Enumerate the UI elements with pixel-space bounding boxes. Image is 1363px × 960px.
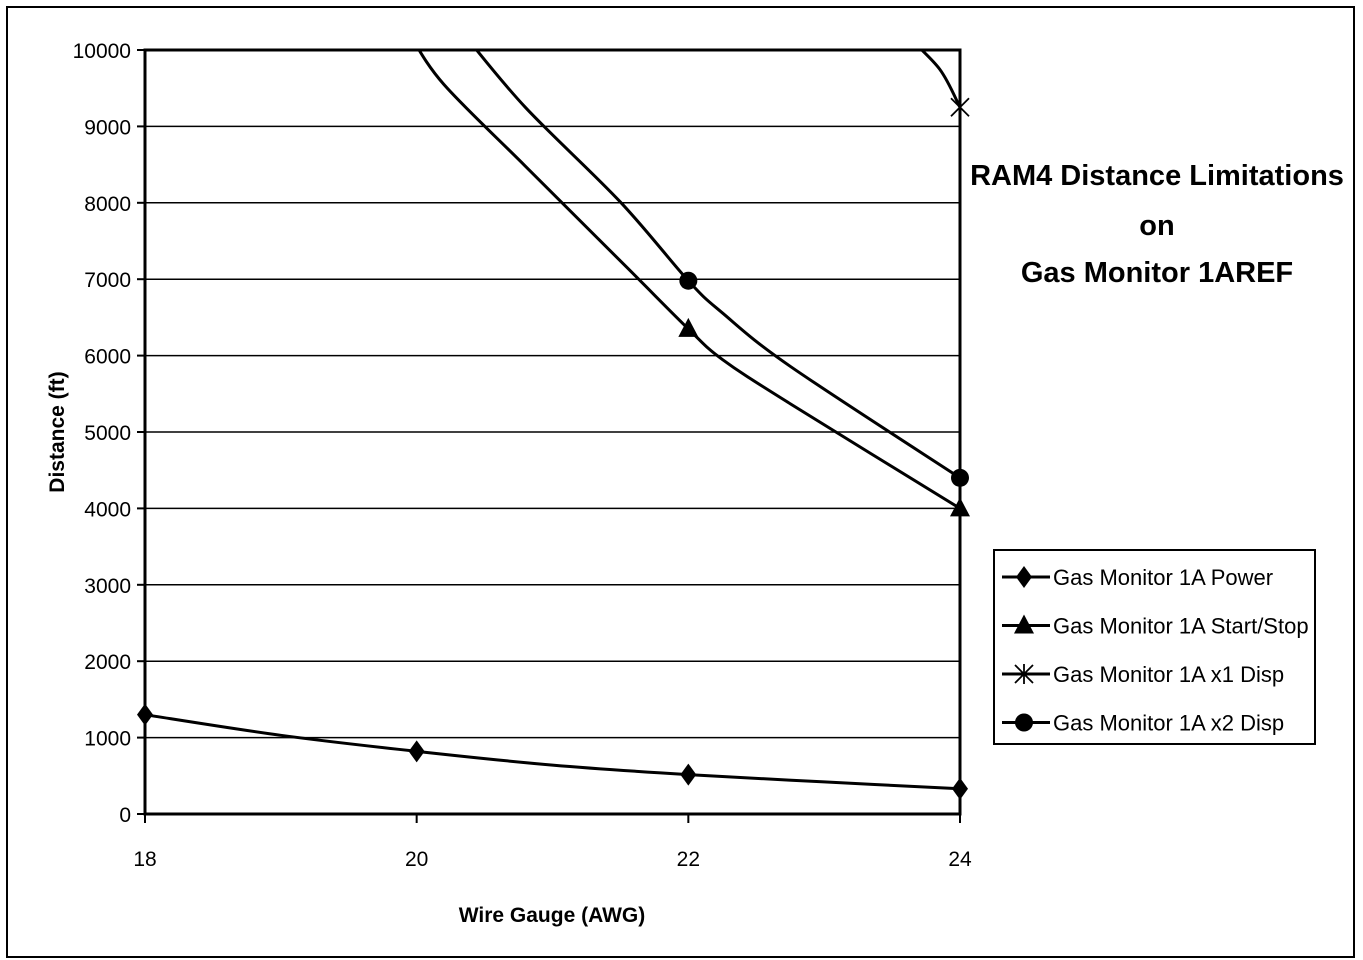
legend-item-gas-monitor-1a-x1-disp: Gas Monitor 1A x1 Disp [1002, 662, 1284, 687]
y-tick-label: 5000 [84, 422, 131, 445]
series-line-gas-monitor-1a-x2-disp [474, 50, 961, 480]
y-tick-label: 3000 [84, 575, 131, 598]
x-tick-label: 18 [133, 848, 156, 871]
series-lines [144, 50, 962, 791]
legend-label: Gas Monitor 1A x1 Disp [1053, 662, 1284, 687]
y-tick-labels: 0 1000 2000 3000 4000 5000 6000 7000 8000 9000 100… [73, 40, 131, 827]
legend-item-gas-monitor-1a-x2-disp: Gas Monitor 1A x2 Disp [1002, 711, 1284, 736]
x-tick-label: 22 [677, 848, 700, 871]
series-line-gas-monitor-1a-power [144, 713, 961, 791]
chart-title: RAM4 Distance Limitations on Gas Monitor… [970, 160, 1344, 289]
chart-frame [6, 6, 1355, 958]
y-tick-label: 2000 [84, 651, 131, 674]
legend-label: Gas Monitor 1A Power [1053, 565, 1273, 590]
chart-title-line-3: Gas Monitor 1AREF [1021, 257, 1293, 289]
data-point-gas-monitor-1a-power [408, 740, 425, 763]
legend-item-gas-monitor-1a-power: Gas Monitor 1A Power [1002, 565, 1273, 590]
legend-marker-triangle [1014, 614, 1034, 634]
x-tick-labels: 18 20 22 24 [133, 814, 972, 871]
series-line-gas-monitor-1a-x1-disp [919, 50, 962, 109]
y-tick-label: 7000 [84, 269, 131, 292]
y-tick-label: 4000 [84, 498, 131, 521]
data-point-gas-monitor-1a-power [680, 763, 697, 786]
legend-label: Gas Monitor 1A Start/Stop [1053, 614, 1309, 639]
series-line-gas-monitor-1a-start-stop [417, 50, 961, 510]
legend-item-gas-monitor-1a-start-stop: Gas Monitor 1A Start/Stop [1002, 614, 1309, 639]
x-tick-label: 24 [948, 848, 972, 871]
legend-marker-asterisk [1014, 664, 1034, 684]
legend-items: Gas Monitor 1A Power Gas Monitor 1A Start… [1002, 565, 1309, 736]
y-axis-title: Distance (ft) [46, 371, 69, 492]
data-point-gas-monitor-1a-x2-disp [679, 271, 698, 290]
legend-label: Gas Monitor 1A x2 Disp [1053, 711, 1284, 736]
x-axis-title: Wire Gauge (AWG) [459, 904, 646, 927]
y-tick-label: 9000 [84, 116, 131, 139]
y-tick-label: 10000 [73, 40, 131, 63]
legend-box [993, 549, 1316, 745]
data-point-gas-monitor-1a-start-stop [678, 317, 699, 337]
legend: Gas Monitor 1A Power Gas Monitor 1A Start… [993, 549, 1316, 745]
legend-marker-diamond [1016, 566, 1032, 588]
y-tick-label: 8000 [84, 193, 131, 216]
legend-marker-circle [1015, 713, 1033, 732]
y-tick-label: 6000 [84, 346, 131, 369]
x-tick-label: 20 [405, 848, 428, 871]
chart-title-line-1: RAM4 Distance Limitations [970, 160, 1344, 192]
y-tick-label: 0 [119, 804, 131, 827]
chart-title-line-2: on [1139, 210, 1174, 242]
plot-area [143, 48, 962, 816]
y-tick-label: 1000 [84, 728, 131, 751]
